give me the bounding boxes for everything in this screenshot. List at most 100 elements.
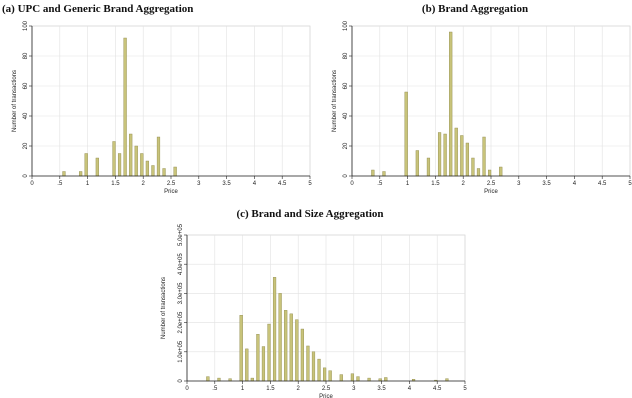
y-tick-label: 40 xyxy=(343,112,349,119)
histogram-bar xyxy=(300,328,304,382)
x-tick-label: 2.5 xyxy=(167,181,176,187)
histogram-bar xyxy=(384,377,388,382)
histogram-bar xyxy=(156,136,161,177)
x-tick-label: 4.5 xyxy=(598,181,607,187)
histogram-bar xyxy=(256,334,260,382)
histogram-bar xyxy=(426,157,431,177)
chart-panel-0: 0 .5 1 1.5 2 2.5 3 3.5 4 4.5 5 0 20 40 60 80 100 Price Num… xyxy=(12,20,312,195)
x-tick-label: 4.5 xyxy=(278,181,287,187)
x-tick-label: 4.5 xyxy=(433,386,442,392)
histogram-bar xyxy=(284,310,288,382)
y-tick-label: 40 xyxy=(23,112,29,119)
x-tick-label: 1 xyxy=(241,386,245,392)
y-tick-label: 2.0e+05 xyxy=(178,311,184,334)
y-tick-label: 3.0e+05 xyxy=(178,282,184,305)
x-tick-label: 4 xyxy=(253,181,257,187)
chart-title: (c) Brand and Size Aggregation xyxy=(236,208,384,220)
x-tick-label: 0 xyxy=(350,181,354,187)
x-tick-label: 4 xyxy=(573,181,577,187)
histogram-bar xyxy=(250,377,254,382)
chart-title: (a) UPC and Generic Brand Aggregation xyxy=(2,3,194,15)
histogram-bar xyxy=(95,157,99,177)
histogram-bar xyxy=(117,153,122,177)
x-tick-label: 5 xyxy=(308,181,312,187)
histogram-bar xyxy=(350,373,354,382)
histogram-bar xyxy=(437,132,442,177)
histogram-bar xyxy=(173,166,177,177)
x-tick-label: 1.5 xyxy=(266,386,275,392)
x-tick-label: 2 xyxy=(142,181,146,187)
histogram-bar xyxy=(317,358,321,382)
histogram-bar xyxy=(84,153,88,177)
y-tick-label: 1.0e+05 xyxy=(178,340,184,363)
y-tick-label: 5.0e+05 xyxy=(178,223,184,246)
histogram-bar xyxy=(62,171,66,177)
histogram-bar xyxy=(295,319,299,382)
y-tick-label: 0 xyxy=(178,379,184,383)
y-tick-label: 60 xyxy=(23,82,29,89)
histogram-bar xyxy=(499,166,503,177)
histogram-bar xyxy=(151,165,155,177)
x-tick-label: 3.5 xyxy=(542,181,551,187)
histogram-bar xyxy=(339,374,343,382)
x-tick-label: .5 xyxy=(377,181,383,187)
chart-title: (b) Brand Aggregation xyxy=(421,3,529,15)
histogram-bar xyxy=(476,168,481,177)
x-tick-label: 1 xyxy=(86,181,90,187)
y-tick-label: 100 xyxy=(23,20,29,31)
x-tick-label: 3.5 xyxy=(377,386,386,392)
histogram-bar xyxy=(267,323,271,382)
y-tick-label: 100 xyxy=(343,20,349,31)
histogram-bar xyxy=(306,345,310,382)
x-tick-label: 1.5 xyxy=(111,181,120,187)
y-axis-label: Number of transactions xyxy=(161,277,167,339)
x-tick-label: 4 xyxy=(408,386,412,392)
histogram-bar xyxy=(261,346,266,382)
x-tick-label: 3 xyxy=(352,386,356,392)
histogram-bar xyxy=(449,31,453,177)
y-tick-label: 80 xyxy=(343,52,349,59)
x-tick-label: 2 xyxy=(462,181,466,187)
x-tick-label: .5 xyxy=(212,386,218,392)
x-tick-label: 0 xyxy=(185,386,189,392)
histogram-bar xyxy=(140,153,144,177)
histogram-bar xyxy=(415,150,419,177)
histogram-bar xyxy=(404,91,408,177)
histogram-bar xyxy=(465,142,469,177)
histogram-bar xyxy=(79,171,83,177)
y-tick-label: 0 xyxy=(343,174,349,178)
x-tick-label: 2.5 xyxy=(487,181,496,187)
x-axis-label: Price xyxy=(319,394,333,398)
x-tick-label: 3 xyxy=(517,181,521,187)
y-tick-label: 20 xyxy=(343,142,349,149)
histogram-bar xyxy=(123,37,127,177)
histogram-bar xyxy=(129,133,133,177)
x-axis-label: Price xyxy=(484,189,498,195)
histogram-bar xyxy=(367,377,371,382)
x-tick-label: 0 xyxy=(30,181,34,187)
x-tick-label: 1.5 xyxy=(431,181,440,187)
histogram-bar xyxy=(272,277,277,382)
histogram-bar xyxy=(488,169,492,177)
histogram-bar xyxy=(482,136,486,177)
chart-panel-2: 0 .5 1 1.5 2 2.5 3 3.5 4 4.5 5 0 1.0e+05 2.0e+05 3.0e+… xyxy=(161,223,467,398)
histogram-bar xyxy=(112,141,116,177)
y-tick-label: 60 xyxy=(343,82,349,89)
histogram-bar xyxy=(382,171,386,177)
histogram-bar xyxy=(471,157,475,177)
x-axis-label: Price xyxy=(164,189,178,195)
x-tick-label: .5 xyxy=(57,181,63,187)
histogram-bar xyxy=(328,370,332,382)
histogram-bar xyxy=(278,293,282,382)
y-tick-label: 4.0e+05 xyxy=(178,253,184,276)
histogram-bar xyxy=(311,351,316,382)
x-tick-label: 3 xyxy=(197,181,201,187)
chart-panel-1: 0 .5 1 1.5 2 2.5 3 3.5 4 4.5 5 0 20 40 60 80 100 Price Num… xyxy=(332,20,632,195)
y-axis-label: Number of transactions xyxy=(332,70,338,132)
x-tick-label: 2 xyxy=(297,386,301,392)
histogram-bar xyxy=(245,348,249,382)
y-tick-label: 80 xyxy=(23,52,29,59)
histogram-bar xyxy=(323,367,327,382)
y-tick-label: 20 xyxy=(23,142,29,149)
